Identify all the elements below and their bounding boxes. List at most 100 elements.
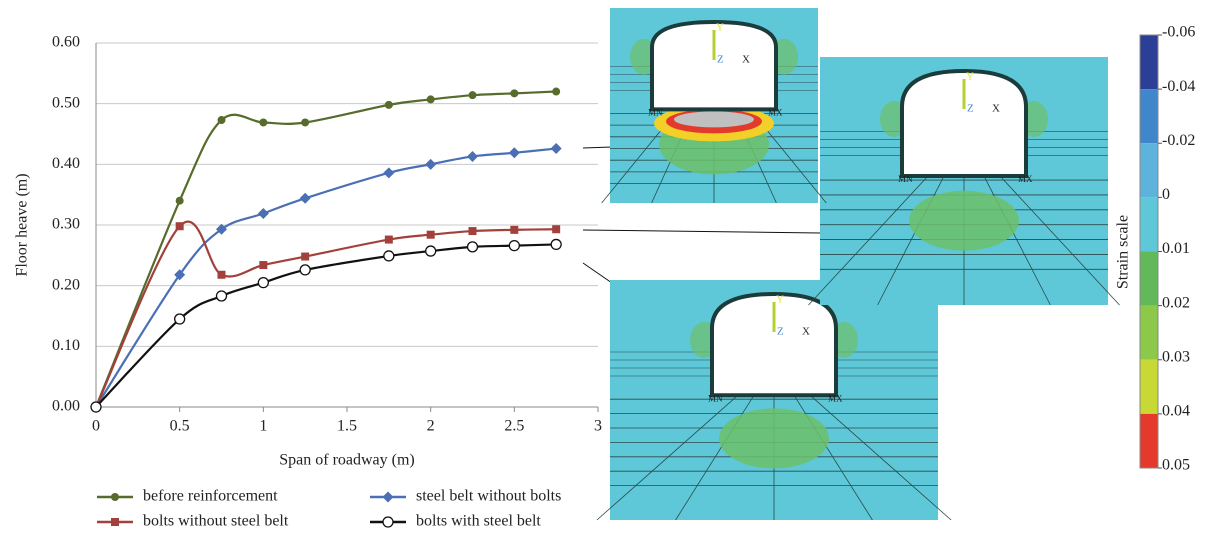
- connector: [583, 147, 612, 148]
- marker: [301, 118, 309, 126]
- marker: [259, 261, 267, 269]
- fem-label: X: [742, 54, 750, 66]
- x-tick-label: 3: [594, 418, 602, 435]
- colorbar-label: 0.01: [1162, 240, 1190, 257]
- series-line: [96, 222, 556, 407]
- colorbar-label: 0.02: [1162, 294, 1190, 311]
- x-tick-label: 1: [259, 418, 267, 435]
- figure: Floor heave (m) Span of roadway (m) 0.00…: [0, 0, 1210, 541]
- marker: [467, 151, 478, 162]
- colorbar-label: -0.04: [1162, 78, 1195, 95]
- marker: [258, 208, 269, 219]
- marker: [427, 95, 435, 103]
- fem-label: Y: [966, 71, 974, 83]
- y-tick-label: 0.30: [52, 216, 80, 233]
- fem-label: Y: [716, 22, 724, 34]
- colorbar-segment: [1140, 360, 1158, 414]
- fem-label: X: [992, 103, 1000, 115]
- y-axis-title: Floor heave (m): [14, 173, 31, 276]
- x-tick-label: 2.5: [504, 418, 524, 435]
- marker: [510, 89, 518, 97]
- y-tick-label: 0.20: [52, 276, 80, 293]
- fem-label: MN: [708, 393, 723, 403]
- colorbar-label: 0.05: [1162, 457, 1190, 474]
- marker: [176, 222, 184, 230]
- fem-label: MX: [828, 393, 843, 403]
- fem-inset: Y X Z MN MX: [808, 57, 1119, 305]
- marker: [218, 271, 226, 279]
- fem-label: MX: [1018, 174, 1033, 184]
- colorbar-label: -0.02: [1162, 132, 1195, 149]
- marker: [425, 159, 436, 170]
- x-tick-label: 0: [92, 418, 100, 435]
- connector: [583, 263, 612, 283]
- x-axis-title: Span of roadway (m): [279, 452, 415, 469]
- marker: [469, 91, 477, 99]
- fem-inset: Y X Z MN MX: [602, 8, 827, 203]
- colorbar-label: -0.06: [1162, 24, 1195, 41]
- marker: [551, 239, 561, 249]
- fem-label: MN: [898, 174, 913, 184]
- y-tick-label: 0.50: [52, 94, 80, 111]
- colorbar-segment: [1140, 414, 1158, 468]
- marker: [300, 193, 311, 204]
- marker: [91, 402, 101, 412]
- marker: [552, 225, 560, 233]
- fem-zone: [674, 111, 754, 127]
- fem-label: Y: [776, 294, 784, 306]
- marker: [468, 242, 478, 252]
- x-tick-label: 0.5: [170, 418, 190, 435]
- x-tick-label: 2: [427, 418, 435, 435]
- y-tick-label: 0.40: [52, 155, 80, 172]
- marker: [383, 167, 394, 178]
- fem-label: MX: [768, 107, 783, 117]
- marker: [509, 241, 519, 251]
- x-tick-label: 1.5: [337, 418, 357, 435]
- colorbar-segment: [1140, 143, 1158, 197]
- marker: [300, 265, 310, 275]
- legend-label: before reinforcement: [143, 488, 278, 505]
- fem-zone: [719, 408, 829, 468]
- series-line: [96, 244, 556, 407]
- marker: [258, 278, 268, 288]
- connector: [583, 230, 820, 233]
- marker: [111, 518, 119, 526]
- colorbar-title: Strain scale: [1115, 215, 1132, 289]
- colorbar-segment: [1140, 306, 1158, 360]
- colorbar-segment: [1140, 89, 1158, 143]
- marker: [301, 253, 309, 261]
- marker: [176, 197, 184, 205]
- marker: [383, 492, 394, 503]
- marker: [384, 251, 394, 261]
- marker: [385, 236, 393, 244]
- marker: [218, 116, 226, 124]
- fem-label: Z: [717, 54, 724, 66]
- y-tick-label: 0.60: [52, 34, 80, 51]
- colorbar-segment: [1140, 252, 1158, 306]
- fem-zone: [909, 191, 1019, 251]
- colorbar-segment: [1140, 197, 1158, 251]
- legend-label: bolts without steel belt: [143, 513, 289, 530]
- colorbar-label: 0: [1162, 186, 1170, 203]
- marker: [552, 88, 560, 96]
- fem-label: Z: [777, 326, 784, 338]
- marker: [510, 226, 518, 234]
- marker: [469, 227, 477, 235]
- marker: [259, 118, 267, 126]
- fem-label: Z: [967, 103, 974, 115]
- marker: [217, 291, 227, 301]
- colorbar-label: 0.03: [1162, 348, 1190, 365]
- series-line: [96, 149, 556, 407]
- legend-label: bolts with steel belt: [416, 513, 541, 530]
- legend-label: steel belt without bolts: [416, 488, 561, 505]
- colorbar-segment: [1140, 35, 1158, 89]
- y-tick-label: 0.10: [52, 337, 80, 354]
- colorbar-label: 0.04: [1162, 403, 1190, 420]
- marker: [509, 147, 520, 158]
- fem-label: MN: [648, 107, 663, 117]
- marker: [427, 231, 435, 239]
- marker: [426, 246, 436, 256]
- marker: [383, 517, 393, 527]
- marker: [111, 493, 119, 501]
